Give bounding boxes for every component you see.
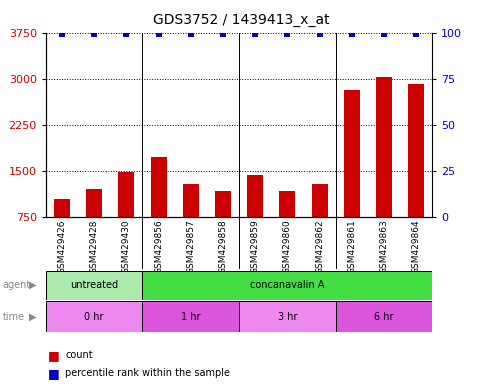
Text: GSM429428: GSM429428: [90, 220, 99, 274]
Text: ■: ■: [48, 349, 60, 362]
Text: untreated: untreated: [70, 280, 118, 290]
Point: [90, 31, 98, 38]
Text: GSM429860: GSM429860: [283, 220, 292, 274]
Bar: [376, 78, 392, 217]
Bar: [312, 184, 327, 217]
Text: GSM429864: GSM429864: [412, 220, 421, 274]
Bar: [142, 301, 239, 332]
Bar: [142, 271, 432, 300]
Text: GSM429858: GSM429858: [218, 220, 227, 274]
Text: percentile rank within the sample: percentile rank within the sample: [65, 368, 230, 378]
Text: 0 hr: 0 hr: [85, 312, 104, 322]
Text: GSM429856: GSM429856: [154, 220, 163, 274]
Bar: [151, 157, 167, 217]
Point: [219, 31, 227, 38]
Point: [316, 31, 324, 38]
Point: [123, 31, 130, 38]
Text: agent: agent: [2, 280, 30, 290]
Bar: [336, 301, 432, 332]
Point: [380, 31, 388, 38]
Text: GSM429857: GSM429857: [186, 220, 195, 274]
Bar: [239, 301, 336, 332]
Bar: [118, 172, 134, 217]
Bar: [183, 184, 199, 217]
Text: GSM429426: GSM429426: [57, 220, 67, 274]
Text: 1 hr: 1 hr: [181, 312, 200, 322]
Text: GSM429862: GSM429862: [315, 220, 324, 274]
Point: [412, 31, 420, 38]
Point: [187, 31, 195, 38]
Point: [284, 31, 291, 38]
Text: time: time: [2, 312, 25, 322]
Text: concanavalin A: concanavalin A: [250, 280, 325, 290]
Bar: [86, 189, 102, 217]
Bar: [344, 90, 360, 217]
Text: GSM429863: GSM429863: [380, 220, 388, 274]
Text: count: count: [65, 350, 93, 360]
Bar: [408, 84, 424, 217]
Text: ▶: ▶: [29, 280, 37, 290]
Text: 6 hr: 6 hr: [374, 312, 394, 322]
Bar: [46, 301, 142, 332]
Text: ▶: ▶: [29, 312, 37, 322]
Text: GSM429861: GSM429861: [347, 220, 356, 274]
Text: GSM429859: GSM429859: [251, 220, 260, 274]
Point: [58, 31, 66, 38]
Point: [251, 31, 259, 38]
Point: [155, 31, 162, 38]
Text: 3 hr: 3 hr: [278, 312, 297, 322]
Point: [348, 31, 355, 38]
Text: ■: ■: [48, 367, 60, 380]
Text: GDS3752 / 1439413_x_at: GDS3752 / 1439413_x_at: [153, 13, 330, 27]
Bar: [46, 271, 142, 300]
Bar: [54, 199, 70, 217]
Text: GSM429430: GSM429430: [122, 220, 131, 274]
Bar: [215, 191, 231, 217]
Bar: [279, 190, 296, 217]
Bar: [247, 175, 263, 217]
